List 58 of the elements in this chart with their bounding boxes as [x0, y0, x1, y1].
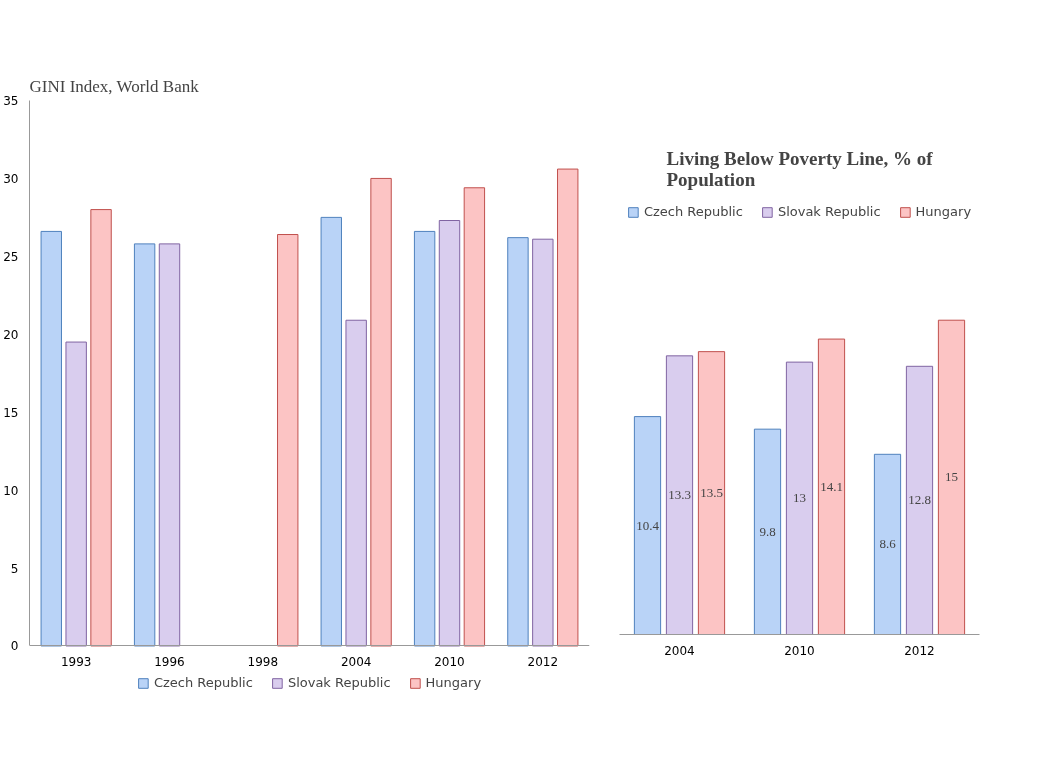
data-label: 15: [945, 469, 958, 485]
bar: [697, 351, 726, 635]
y-tick-label: 0: [10, 639, 19, 654]
y-tick-label: 25: [3, 249, 19, 264]
bar: [40, 230, 62, 647]
data-label: 13.3: [668, 487, 691, 503]
x-tick-label: 2004: [340, 654, 372, 669]
x-tick-label: 2010: [434, 654, 465, 669]
bar: [633, 416, 662, 635]
bar: [817, 338, 846, 635]
data-label: 10.4: [636, 517, 660, 533]
legend-label: Hungary: [915, 204, 972, 219]
legend-label: Czech Republic: [153, 675, 253, 690]
bar: [370, 177, 392, 647]
bar: [158, 243, 181, 647]
y-tick-label: 10: [3, 483, 19, 498]
bar: [507, 237, 529, 647]
bar: [905, 365, 934, 635]
bar: [413, 230, 436, 647]
x-tick-label: 1996: [154, 654, 185, 669]
bar: [785, 361, 814, 635]
y-tick-label: 20: [3, 327, 19, 342]
legend-label: Czech Republic: [643, 204, 743, 219]
chart-title: GINI Index, World Bank: [29, 76, 200, 96]
bar: [320, 216, 342, 647]
x-tick-label: 1998: [247, 654, 279, 669]
legend-label: Slovak Republic: [287, 675, 391, 690]
legend-label: Hungary: [425, 675, 482, 690]
data-label: 13: [793, 490, 806, 506]
y-tick-label: 15: [3, 405, 19, 420]
bar: [873, 453, 902, 635]
bar: [438, 220, 461, 647]
x-tick-label: 2004: [664, 643, 695, 658]
bar: [557, 168, 579, 647]
data-label: 13.5: [700, 485, 723, 501]
y-tick-label: 30: [3, 171, 19, 186]
y-tick-label: 35: [3, 94, 19, 108]
legend-label: Slovak Republic: [777, 204, 881, 219]
x-tick-label: 2012: [527, 654, 559, 669]
bar: [65, 341, 87, 647]
data-label: 9.8: [759, 523, 776, 539]
bar: [90, 209, 112, 647]
bar: [753, 428, 782, 635]
data-label: 8.6: [879, 536, 897, 552]
x-tick-label: 2012: [904, 643, 935, 658]
bar: [345, 319, 367, 647]
bar: [277, 234, 299, 647]
data-label: 14.1: [820, 478, 843, 494]
bar: [133, 243, 156, 647]
bar: [665, 355, 694, 635]
bar: [532, 238, 554, 647]
y-tick-label: 5: [10, 561, 19, 576]
chart-title: Living Below Poverty Line, % of Population: [666, 147, 934, 190]
x-tick-label: 1993: [60, 654, 92, 669]
x-tick-label: 2010: [784, 643, 815, 658]
data-label: 12.8: [908, 492, 931, 508]
bar: [937, 319, 966, 635]
bar: [463, 187, 486, 647]
